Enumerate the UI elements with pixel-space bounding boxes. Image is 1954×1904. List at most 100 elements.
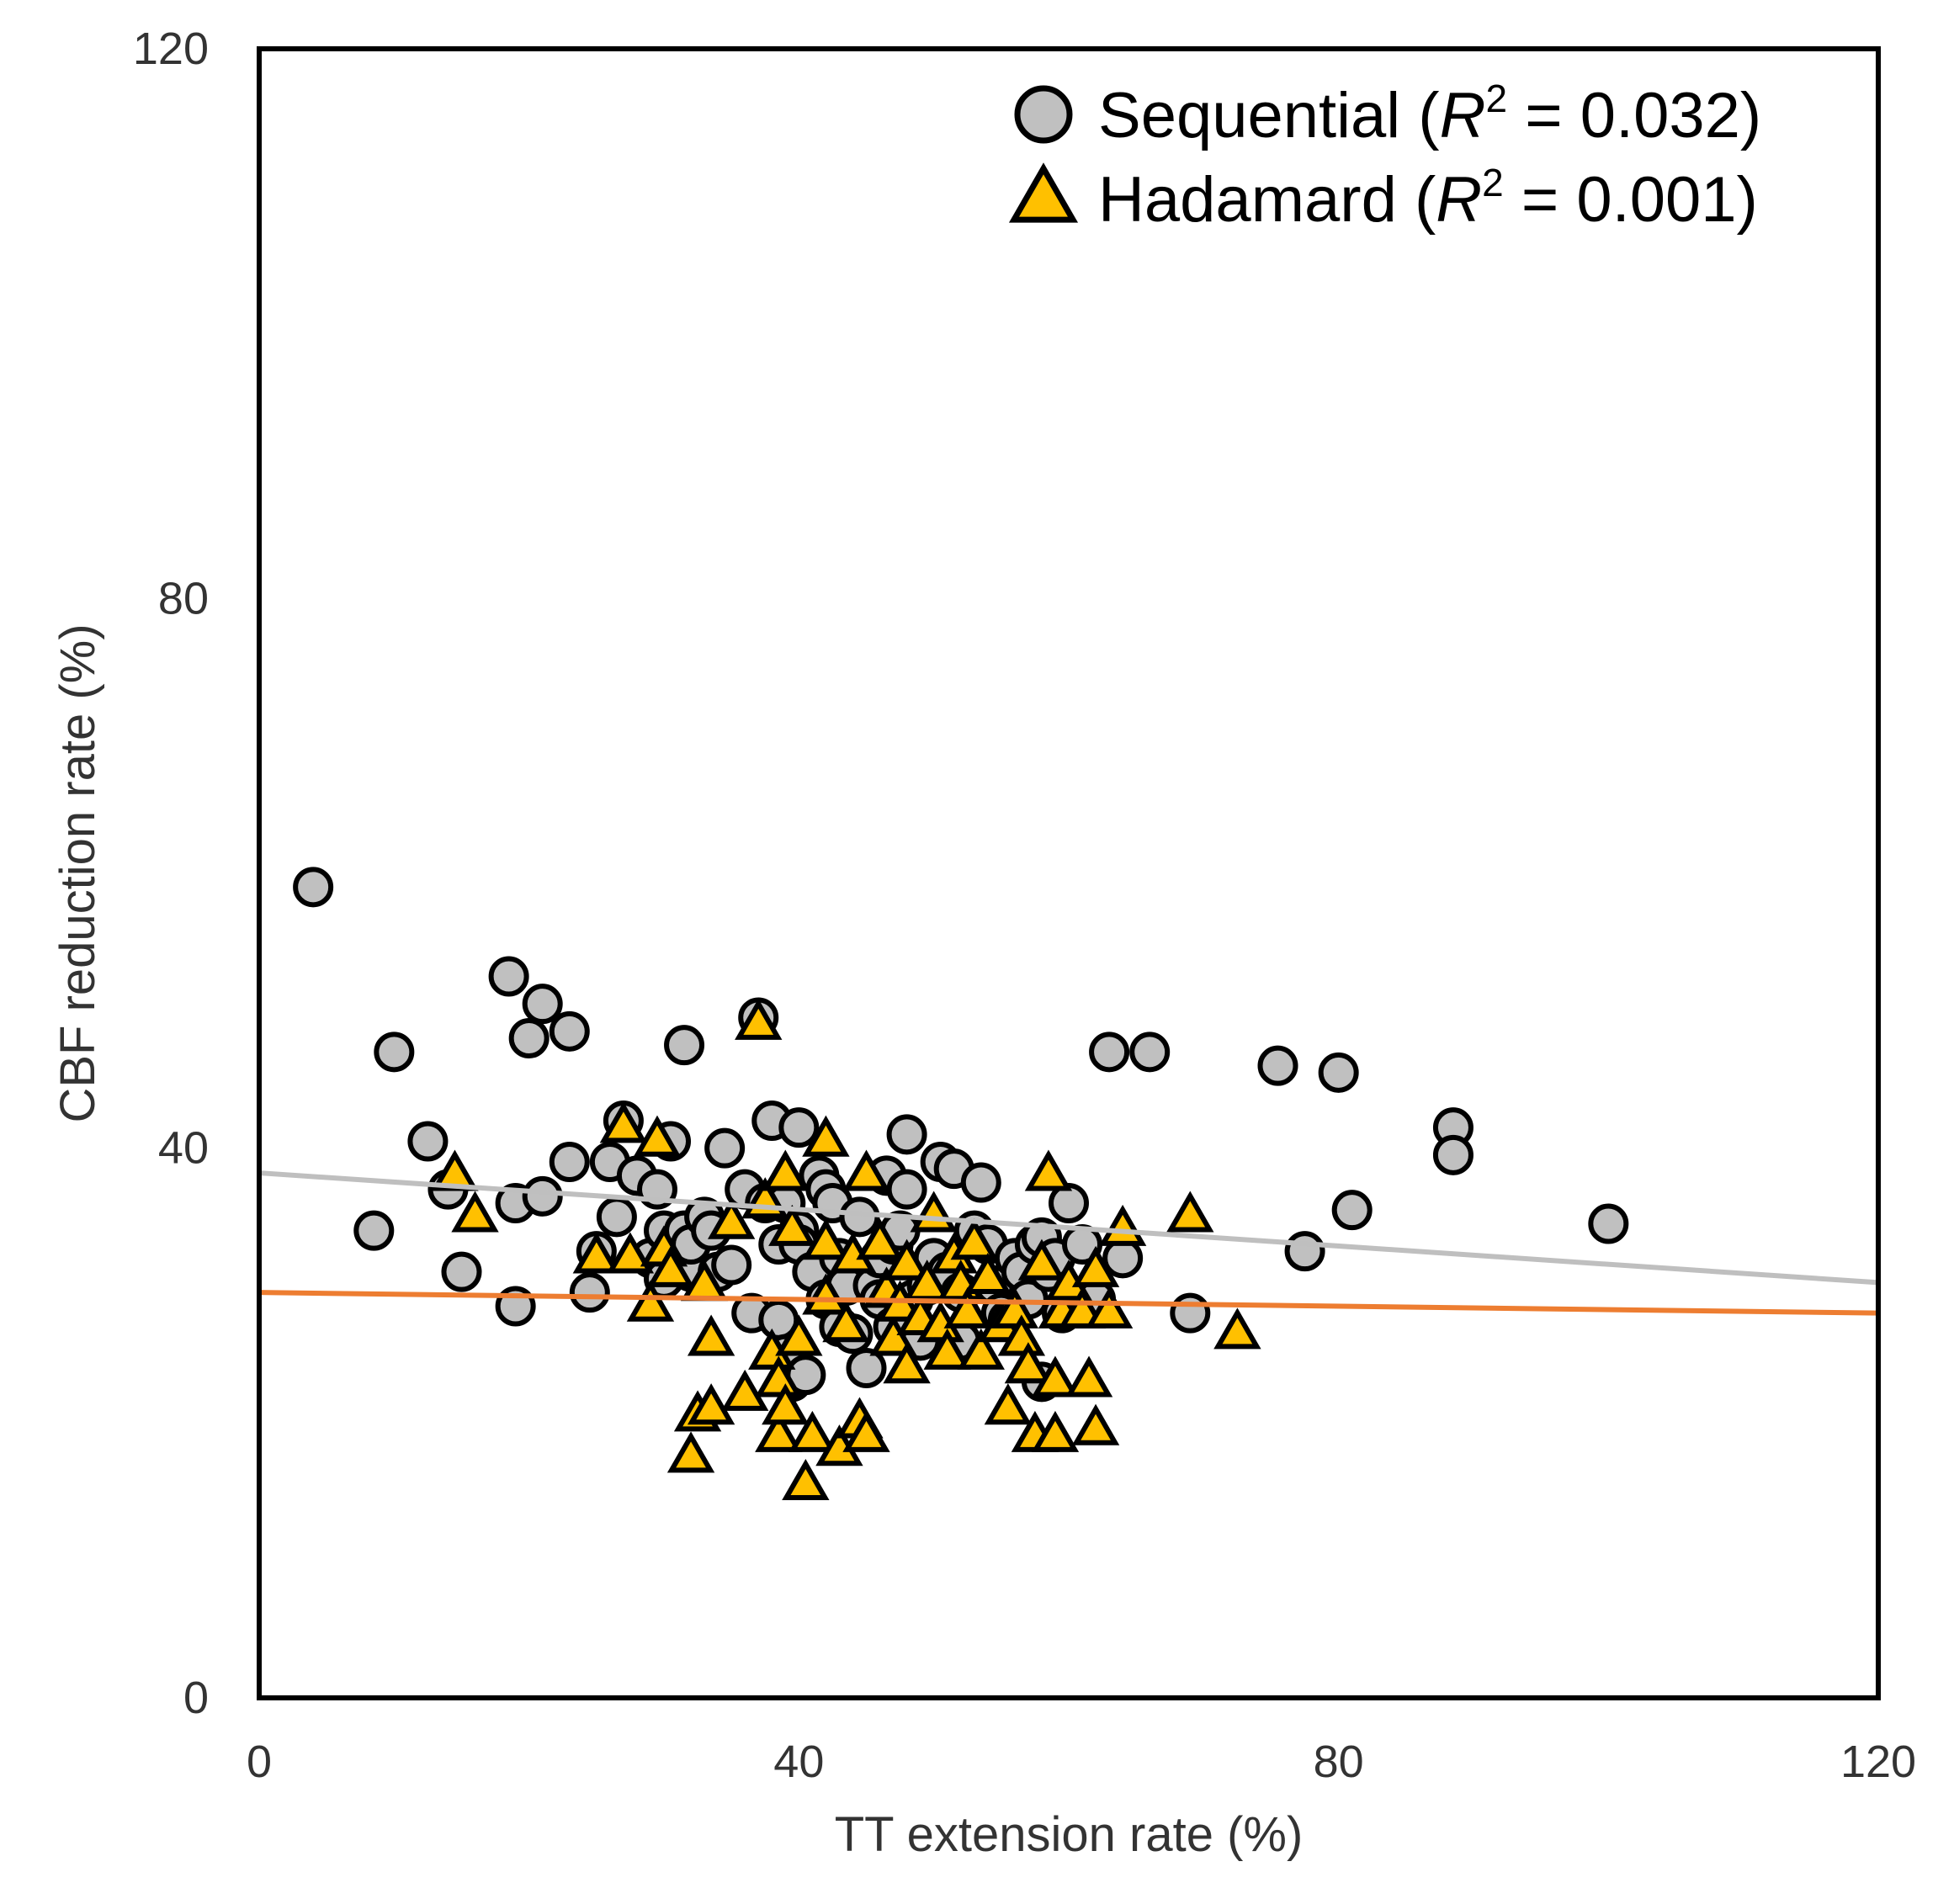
hadamard-point — [572, 1232, 621, 1274]
sequential-point — [846, 1348, 887, 1388]
hadamard-point — [775, 1314, 823, 1356]
hadamard-point — [802, 1115, 850, 1157]
hadamard-point — [1024, 1149, 1073, 1191]
sequential-point — [778, 1107, 820, 1148]
hadamard-point — [923, 1328, 971, 1370]
legend-sequential-marker — [1014, 85, 1073, 144]
sequential-point — [1588, 1203, 1629, 1244]
sequential-point — [549, 1142, 590, 1182]
hadamard-point — [802, 1218, 850, 1260]
y-tick-label: 0 — [183, 1673, 209, 1723]
hadamard-point — [646, 1245, 695, 1287]
hadamard-point — [626, 1280, 675, 1322]
sequential-point — [549, 1010, 590, 1052]
sequential-point — [407, 1121, 449, 1162]
chart-marks — [258, 867, 1879, 1501]
x-axis-title: TT extension rate (%) — [835, 1807, 1304, 1862]
hadamard-point — [990, 1286, 1039, 1329]
sequential-point — [353, 1210, 395, 1251]
hadamard-point — [1031, 1355, 1080, 1398]
axis-ticks: 0 40 80 120 0 40 80 120 — [133, 24, 1916, 1787]
sequential-point — [522, 984, 563, 1025]
sequential-point — [596, 1196, 637, 1238]
hadamard-point — [883, 1238, 931, 1281]
sequential-point — [1432, 1134, 1473, 1175]
hadamard-point — [606, 1232, 655, 1274]
hadamard-point — [964, 1253, 1012, 1295]
hadamard-point — [997, 1314, 1046, 1356]
hadamard-trend-line — [258, 1290, 1879, 1316]
hadamard-point — [1213, 1307, 1261, 1350]
plot-frame — [257, 46, 1881, 1700]
hadamard-point — [984, 1383, 1033, 1425]
sequential-point — [664, 1025, 705, 1066]
sequential-point — [886, 1114, 927, 1155]
sequential-point — [1318, 1052, 1359, 1093]
hadamard-point — [755, 1410, 803, 1452]
hadamard-point — [822, 1301, 870, 1343]
sequential-point — [1331, 1190, 1373, 1231]
legend-series-name: Hadamard ( — [1098, 164, 1436, 236]
hadamard-point — [721, 1369, 769, 1411]
legend-label-hadamard: Hadamard (R2 = 0.001) — [1098, 161, 1758, 236]
hadamard-point — [1166, 1191, 1214, 1233]
hadamard-point — [755, 1355, 803, 1398]
x-tick-label: 120 — [1840, 1737, 1916, 1787]
legend-r-symbol: R — [1440, 80, 1486, 151]
legend-label-sequential: Sequential (R2 = 0.032) — [1098, 77, 1761, 151]
sequential-point — [441, 1251, 482, 1292]
hadamard-point — [666, 1431, 715, 1473]
hadamard-point — [762, 1149, 810, 1191]
hadamard-point — [768, 1204, 816, 1246]
legend-r2-value: = 0.001) — [1504, 164, 1758, 236]
legend-r-symbol: R — [1436, 164, 1482, 236]
hadamard-point — [687, 1383, 735, 1425]
hadamard-point — [802, 1273, 850, 1315]
legend-r2-value: = 0.032) — [1507, 80, 1761, 151]
sequential-point — [522, 1175, 563, 1217]
x-tick-label: 40 — [773, 1737, 824, 1787]
sequential-point — [711, 1244, 752, 1286]
y-tick-label: 40 — [158, 1123, 209, 1174]
sequential-point — [960, 1162, 1001, 1203]
hadamard-point — [950, 1218, 998, 1260]
legend-series-name: Sequential ( — [1098, 80, 1440, 151]
y-axis-title: CBF reduction rate (%) — [50, 623, 105, 1122]
hadamard-point — [856, 1218, 904, 1260]
hadamard-point — [451, 1191, 499, 1233]
sequential-point — [374, 1032, 415, 1073]
hadamard-point — [1071, 1245, 1120, 1287]
sequential-point — [1257, 1045, 1298, 1086]
sequential-point — [704, 1127, 746, 1169]
sequential-point — [1284, 1231, 1325, 1272]
hadamard-point — [633, 1115, 682, 1157]
sequential-point — [1129, 1032, 1171, 1073]
y-tick-label: 80 — [158, 573, 209, 623]
sequential-point — [488, 956, 529, 997]
sequential-point — [508, 1018, 550, 1058]
hadamard-point — [735, 998, 783, 1040]
sequential-point — [569, 1272, 610, 1313]
hadamard-point — [1004, 1342, 1053, 1384]
hadamard-point — [1031, 1410, 1080, 1452]
hadamard-point — [789, 1410, 836, 1452]
sequential-point — [293, 867, 334, 908]
hadamard-point — [943, 1286, 991, 1329]
hadamard-point — [1085, 1286, 1134, 1329]
hadamard-point — [1017, 1238, 1066, 1281]
legend-r-superscript: 2 — [1482, 161, 1504, 204]
hadamard-point — [957, 1328, 1005, 1370]
hadamard-point — [1098, 1204, 1147, 1246]
hadamard-point — [1071, 1403, 1120, 1445]
sequential-point — [1170, 1292, 1211, 1334]
sequential-trend-line — [258, 1170, 1879, 1286]
hadamard-point — [869, 1314, 917, 1356]
hadamard-point — [762, 1383, 810, 1425]
legend-r-superscript: 2 — [1486, 77, 1508, 120]
hadamard-point — [599, 1101, 648, 1143]
hadamard-point — [707, 1197, 756, 1239]
hadamard-point — [1065, 1355, 1113, 1398]
sequential-point — [1089, 1032, 1130, 1073]
sequential-point — [886, 1169, 927, 1210]
